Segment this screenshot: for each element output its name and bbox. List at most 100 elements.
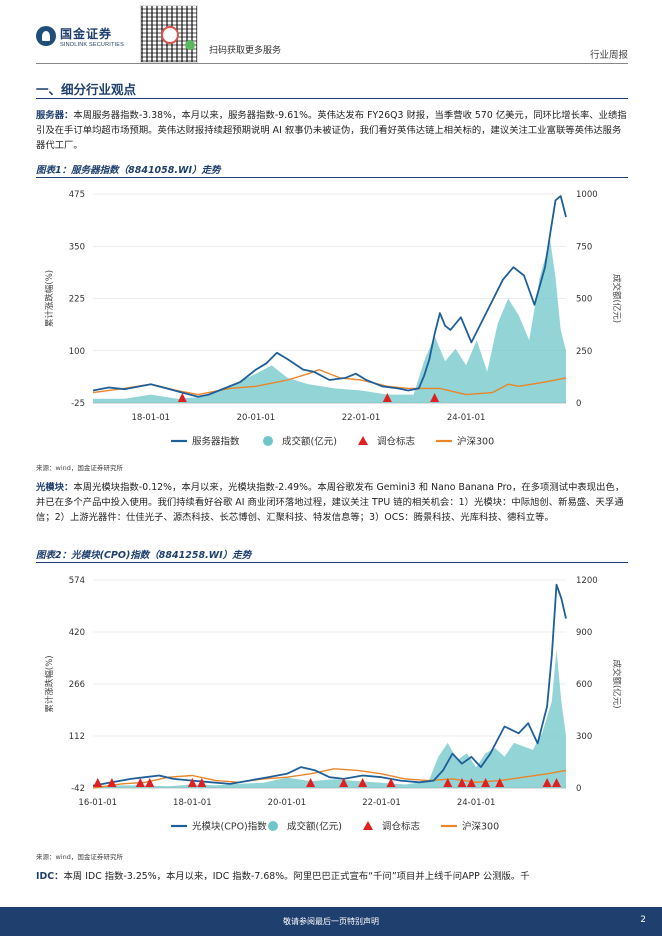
figure2-title: 图表2：光模块(CPO)指数（8841258.WI）走势 [36, 550, 252, 561]
y-tick-label: -25 [71, 399, 85, 409]
rebalance-marker [552, 778, 562, 787]
paragraph-optical-text: 本周光模块指数-0.12%，本月以来，光模块指数-2.49%。本周谷歌发布 Ge… [36, 482, 625, 523]
rebalance-marker [107, 778, 117, 787]
figure1-source: 来源：wind，国金证券研究所 [36, 464, 123, 472]
x-tick-label: 18-01-01 [132, 413, 171, 423]
legend-index: 服务器指数 [171, 436, 240, 448]
figure1-divider [36, 177, 628, 178]
legend-label: 沪深300 [457, 436, 494, 448]
legend-swatch [263, 436, 273, 446]
legend-label: 服务器指数 [192, 436, 240, 448]
sinolink-logo-icon [36, 26, 56, 46]
rebalance-marker [443, 778, 453, 787]
legend-label: 调仓标志 [377, 436, 415, 448]
index-line [92, 195, 567, 398]
y-tick-label: -42 [71, 784, 85, 794]
rebalance-marker [542, 778, 552, 787]
rebalance-marker [457, 778, 467, 787]
rebalance-marker [481, 778, 491, 787]
page-footer: 敬请参阅最后一页特别声明 2 [0, 907, 662, 936]
x-tick-label: 24-01-01 [447, 413, 486, 423]
logo-name-en: SINOLINK SECURITIES [60, 42, 125, 48]
legend-hs300: 沪深300 [441, 821, 499, 833]
section-title: 一、细分行业观点 [36, 82, 137, 97]
qr-code-icon[interactable] [140, 5, 198, 63]
paragraph-optical: 光模块：本周光模块指数-0.12%，本月以来，光模块指数-2.49%。本周谷歌发… [36, 480, 628, 525]
y-tick-label: 574 [69, 576, 85, 586]
rebalance-marker [358, 778, 368, 787]
paragraph-server: 服务器：本周服务器指数-3.38%，本月以来，服务器指数-9.61%。英伟达发布… [36, 108, 628, 153]
x-tick-label: 24-01-01 [457, 798, 496, 808]
rebalance-marker [145, 778, 155, 787]
page-number: 2 [640, 915, 646, 925]
x-tick-label: 22-01-01 [362, 798, 401, 808]
legend-volume: 成交额(亿元) [263, 436, 337, 448]
rebalance-marker [135, 778, 145, 787]
y2-tick-label: 0 [576, 784, 581, 794]
legend-swatch [363, 821, 373, 830]
rebalance-marker [495, 778, 505, 787]
x-tick-label: 16-01-01 [78, 798, 117, 808]
header-divider [36, 63, 628, 64]
volume-area [93, 240, 566, 403]
y-axis-label: 累计涨跌幅(%) [44, 270, 55, 327]
paragraph-server-label: 服务器： [36, 110, 74, 121]
paragraph-optical-label: 光模块： [36, 482, 74, 493]
rebalance-marker [466, 778, 476, 787]
y2-tick-label: 500 [576, 295, 592, 305]
server-index-chart: 475 350 225 100 -25 1000 750 500 250 0 18-01-01 20-… [44, 190, 622, 448]
section-divider [36, 98, 628, 99]
y2-axis-label: 成交额(亿元) [611, 659, 622, 708]
y-axis-label: 累计涨跌幅(%) [44, 655, 55, 712]
legend-label: 成交额(亿元) [287, 821, 342, 833]
doc-type-label: 行业周报 [589, 50, 628, 61]
legend-label: 沪深300 [462, 821, 499, 833]
rebalance-marker [306, 778, 316, 787]
page-header: 国金证券 SINOLINK SECURITIES 扫码获取更多服务 行业周报 [0, 0, 662, 64]
y2-tick-label: 300 [576, 732, 592, 742]
paragraph-idc: IDC：本周 IDC 指数-3.25%，本月以来，IDC 指数-7.68%。阿里… [36, 869, 628, 884]
legend-hs300: 沪深300 [436, 436, 494, 448]
hs300-line [92, 768, 567, 789]
rebalance-marker [187, 778, 197, 787]
paragraph-idc-label: IDC： [36, 871, 64, 882]
y2-tick-label: 1200 [576, 576, 598, 586]
legend-label: 光模块(CPO)指数 [192, 821, 267, 833]
y-tick-label: 266 [69, 680, 85, 690]
rebalance-marker [430, 393, 440, 402]
rebalance-marker [93, 778, 103, 787]
y2-tick-label: 0 [576, 399, 581, 409]
y-tick-label: 420 [69, 628, 85, 638]
optical-module-index-chart: 574 420 266 112 -42 1200 900 600 300 0 16-01-01 18-… [44, 576, 622, 833]
legend-swatch [268, 821, 278, 831]
qr-badge-icon [185, 40, 195, 50]
footer-disclaimer: 敬请参阅最后一页特别声明 [283, 917, 379, 926]
legend-marker: 调仓标志 [363, 821, 420, 833]
y2-tick-label: 750 [576, 242, 592, 252]
paragraph-idc-text: 本周 IDC 指数-3.25%，本月以来，IDC 指数-7.68%。阿里巴巴正式… [63, 871, 530, 882]
figure1-title: 图表1：服务器指数（8841058.WI）走势 [36, 165, 221, 176]
legend-index: 光模块(CPO)指数 [171, 821, 267, 833]
rebalance-marker [339, 778, 349, 787]
legend-label: 成交额(亿元) [282, 436, 337, 448]
x-tick-label: 22-01-01 [342, 413, 381, 423]
rebalance-marker [177, 393, 187, 402]
y2-tick-label: 600 [576, 680, 592, 690]
y2-tick-label: 1000 [576, 190, 598, 200]
legend-volume: 成交额(亿元) [268, 821, 342, 833]
y-tick-label: 100 [69, 347, 85, 357]
rebalance-marker [386, 778, 396, 787]
y2-tick-label: 250 [576, 347, 592, 357]
y-tick-label: 112 [69, 732, 85, 742]
rebalance-marker [382, 393, 392, 402]
legend-label: 调仓标志 [382, 821, 420, 833]
y2-tick-label: 900 [576, 628, 592, 638]
legend-swatch [358, 436, 368, 445]
y2-axis-label: 成交额(亿元) [611, 274, 622, 323]
qr-caption: 扫码获取更多服务 [209, 46, 282, 56]
x-tick-label: 20-01-01 [268, 798, 307, 808]
y-tick-label: 350 [69, 242, 85, 252]
x-tick-label: 18-01-01 [173, 798, 212, 808]
volume-area [93, 649, 566, 788]
logo-name-cn: 国金证券 [60, 27, 113, 41]
